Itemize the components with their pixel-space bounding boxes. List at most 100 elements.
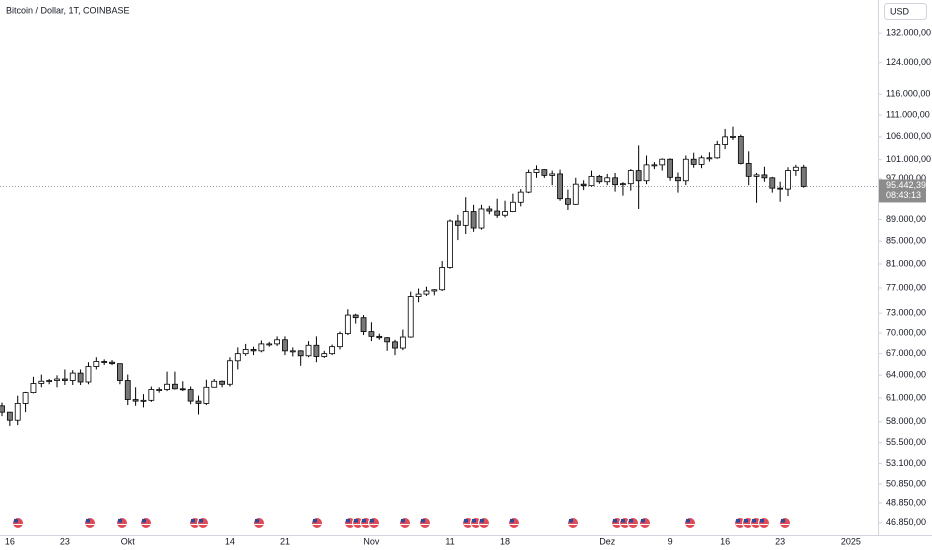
candle-body (635, 170, 642, 182)
candle-body (730, 136, 736, 138)
candle-body (407, 296, 414, 338)
event-icon-canton (313, 519, 317, 523)
candle-body (101, 361, 108, 363)
event-icon-canton (421, 519, 425, 523)
candle-body (604, 177, 611, 183)
candle-body (211, 380, 218, 388)
candle-body (470, 211, 477, 229)
candle-body (533, 169, 540, 173)
event-icon-canton (346, 519, 350, 523)
event-icon-canton (472, 519, 476, 523)
event-icon-canton (142, 519, 146, 523)
y-tick-label: 116.000,00 (886, 89, 930, 99)
candle-body (282, 339, 288, 352)
candle-body (266, 343, 273, 346)
countdown-label: 08:43:13 (886, 190, 921, 200)
x-tick-label: 23 (775, 536, 785, 546)
last-price-label: 95.442,39 (886, 180, 926, 190)
event-icon-canton (401, 519, 405, 523)
y-tick-label: 124.000,00 (886, 57, 931, 67)
candle-body (572, 183, 579, 205)
candle-body (769, 177, 776, 189)
candle-body (706, 157, 713, 160)
candle-body (439, 267, 446, 291)
y-tick-label: 61.000,00 (886, 392, 926, 402)
candle-body (596, 175, 603, 183)
candle-body (588, 175, 595, 187)
candle-body (61, 378, 68, 381)
event-icon-canton (760, 519, 764, 523)
candle-body (352, 314, 359, 319)
candle-body (651, 164, 658, 167)
candle-body (761, 174, 768, 179)
candle-body (777, 187, 784, 190)
x-tick-label: 16 (720, 536, 730, 546)
candle-body (156, 389, 163, 391)
candle-body (580, 183, 587, 187)
candle-body (698, 157, 705, 165)
candle-body (46, 380, 53, 382)
candle-body (800, 166, 807, 187)
candle-body (14, 403, 21, 421)
candle-body (172, 383, 178, 390)
y-tick-label: 55.500,00 (886, 437, 926, 447)
candle-body (250, 349, 257, 352)
y-tick-label: 73.000,00 (886, 308, 926, 318)
candle-body (297, 350, 304, 357)
x-tick-label: 14 (225, 536, 235, 546)
event-icon-canton (510, 519, 514, 523)
x-tick-label: 21 (280, 536, 290, 546)
currency-label[interactable]: USD (890, 6, 910, 16)
candle-body (117, 363, 123, 381)
x-tick-label: Nov (363, 536, 380, 546)
candle-body (195, 400, 202, 404)
event-icon-canton (629, 519, 633, 523)
candle-body (502, 211, 508, 216)
y-tick-label: 132.000,00 (886, 28, 931, 38)
candle-body (258, 343, 265, 352)
y-tick-label: 53.100,00 (886, 458, 926, 468)
candle-body (179, 388, 186, 391)
candle-body (54, 378, 60, 381)
candle-body (360, 317, 367, 333)
currency-button[interactable] (884, 3, 927, 20)
event-icon-canton (736, 519, 740, 523)
candle-body (659, 158, 666, 166)
candle-body (313, 344, 320, 357)
candle-body (627, 170, 634, 185)
y-tick-label: 64.000,00 (886, 370, 926, 380)
event-icon-canton (370, 519, 374, 523)
y-tick-label: 111.000,00 (886, 109, 930, 119)
candle-body (124, 380, 131, 400)
candle-body (675, 176, 681, 182)
candle-body (164, 383, 170, 390)
candle-body (612, 177, 618, 186)
candle-body (785, 170, 791, 190)
candle-body (140, 399, 147, 402)
candle-body (109, 361, 115, 365)
x-tick-label: Okt (121, 536, 136, 546)
event-icon-canton (86, 519, 90, 523)
candle-body (30, 383, 37, 394)
candle-body (565, 198, 571, 205)
candle-body (454, 220, 461, 226)
candle-body (203, 386, 210, 404)
y-tick-label: 85.000,00 (886, 236, 926, 246)
candle-body (77, 372, 84, 383)
candle-body (486, 208, 493, 212)
candle-body (737, 136, 744, 164)
candle-body (549, 173, 556, 176)
event-icon-canton (480, 519, 484, 523)
candle-body (682, 158, 689, 182)
chart-title: Bitcoin / Dollar, 1T, COINBASE (6, 5, 130, 15)
y-tick-label: 89.000,00 (886, 214, 926, 224)
candle-body (494, 210, 501, 216)
y-tick-label: 97.000,00 (886, 173, 926, 183)
event-icon-canton (362, 519, 366, 523)
y-tick-label: 48.850,00 (886, 497, 926, 507)
event-icon-canton (14, 519, 18, 523)
candle-body (541, 169, 548, 176)
event-icon-canton (191, 519, 195, 523)
